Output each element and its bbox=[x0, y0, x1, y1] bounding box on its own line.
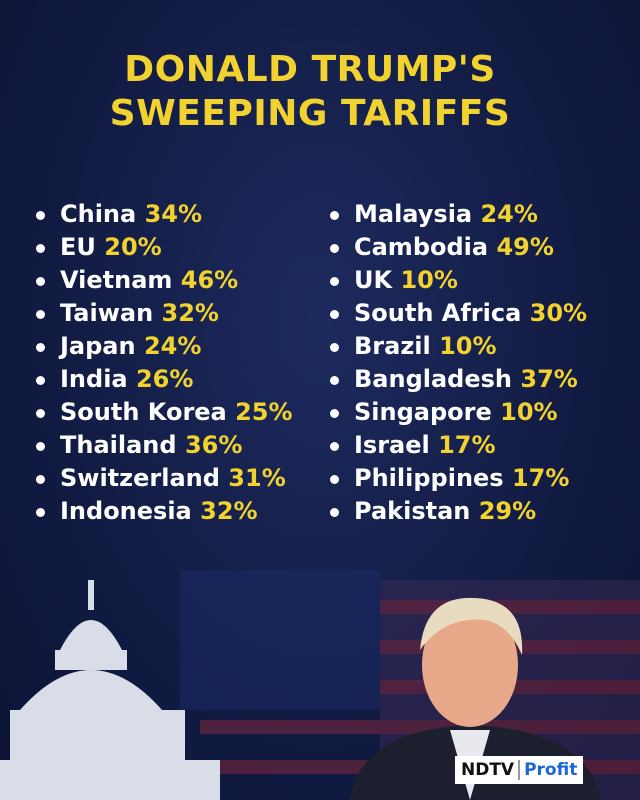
country: Indonesia bbox=[60, 497, 192, 525]
rate: 17% bbox=[438, 431, 496, 459]
rate: 32% bbox=[161, 299, 219, 327]
tariff-item: Switzerland 31% bbox=[34, 462, 293, 495]
rate: 24% bbox=[480, 200, 538, 228]
tariff-list: Malaysia 24% Cambodia 49% UK 10% South Afri… bbox=[328, 198, 587, 528]
tariff-item: UK 10% bbox=[328, 264, 587, 297]
country: Malaysia bbox=[354, 200, 473, 228]
tariff-item: China 34% bbox=[34, 198, 293, 231]
logo: NDTV Profit bbox=[455, 756, 584, 784]
tariff-list: China 34% EU 20% Vietnam 46% Taiwan 32% Japa… bbox=[34, 198, 293, 528]
rate: 49% bbox=[496, 233, 554, 261]
tariff-item: Cambodia 49% bbox=[328, 231, 587, 264]
rate: 29% bbox=[478, 497, 537, 525]
tariff-item: South Korea 25% bbox=[34, 396, 293, 429]
tariff-item: Philippines 17% bbox=[328, 462, 587, 495]
tariff-item: Singapore 10% bbox=[328, 396, 587, 429]
tariff-item: Brazil 10% bbox=[328, 330, 587, 363]
country: Pakistan bbox=[354, 497, 471, 525]
tariff-item: Israel 17% bbox=[328, 429, 587, 462]
rate: 30% bbox=[529, 299, 588, 327]
rate: 24% bbox=[143, 332, 202, 360]
capitol bbox=[0, 580, 220, 800]
title: DONALD TRUMP'S SWEEPING TARIFFS bbox=[0, 48, 620, 136]
country: Taiwan bbox=[60, 299, 154, 327]
country: China bbox=[60, 200, 137, 228]
rate: 17% bbox=[511, 464, 570, 492]
country: Philippines bbox=[354, 464, 504, 492]
tariff-item: Vietnam 46% bbox=[34, 264, 293, 297]
tariff-item: Pakistan 29% bbox=[328, 495, 587, 528]
tariff-item: Malaysia 24% bbox=[328, 198, 587, 231]
country: Singapore bbox=[354, 398, 492, 426]
country: South Korea bbox=[60, 398, 227, 426]
tariff-item: Thailand 36% bbox=[34, 429, 293, 462]
country: EU bbox=[60, 233, 96, 261]
country: UK bbox=[354, 266, 393, 294]
country: South Africa bbox=[354, 299, 522, 327]
country: Cambodia bbox=[354, 233, 489, 261]
country: Switzerland bbox=[60, 464, 220, 492]
country: Brazil bbox=[354, 332, 431, 360]
tariff-item: EU 20% bbox=[34, 231, 293, 264]
country: India bbox=[60, 365, 128, 393]
rate: 10% bbox=[400, 266, 458, 294]
tariff-item: South Africa 30% bbox=[328, 297, 587, 330]
rate: 32% bbox=[200, 497, 258, 525]
tariff-item: India 26% bbox=[34, 363, 293, 396]
country: Vietnam bbox=[60, 266, 173, 294]
rate: 20% bbox=[104, 233, 162, 261]
tariff-item: Japan 24% bbox=[34, 330, 293, 363]
rate: 26% bbox=[135, 365, 194, 393]
country: Thailand bbox=[60, 431, 177, 459]
rate: 36% bbox=[184, 431, 243, 459]
country: Bangladesh bbox=[354, 365, 513, 393]
rate: 37% bbox=[520, 365, 578, 393]
tariff-item: Taiwan 32% bbox=[34, 297, 293, 330]
tariff-item: Indonesia 32% bbox=[34, 495, 293, 528]
country: Japan bbox=[60, 332, 136, 360]
rate: 10% bbox=[500, 398, 558, 426]
tariff-item: Bangladesh 37% bbox=[328, 363, 587, 396]
rate: 10% bbox=[439, 332, 497, 360]
logo-separator bbox=[518, 760, 521, 780]
rate: 25% bbox=[235, 398, 293, 426]
country: Israel bbox=[354, 431, 430, 459]
rate: 46% bbox=[180, 266, 239, 294]
logo-product: Profit bbox=[524, 760, 578, 780]
logo-brand: NDTV bbox=[461, 760, 515, 780]
title-line: SWEEPING TARIFFS bbox=[109, 93, 511, 134]
rate: 34% bbox=[144, 200, 203, 228]
title-line: DONALD TRUMP'S bbox=[124, 49, 496, 90]
rate: 31% bbox=[228, 464, 286, 492]
